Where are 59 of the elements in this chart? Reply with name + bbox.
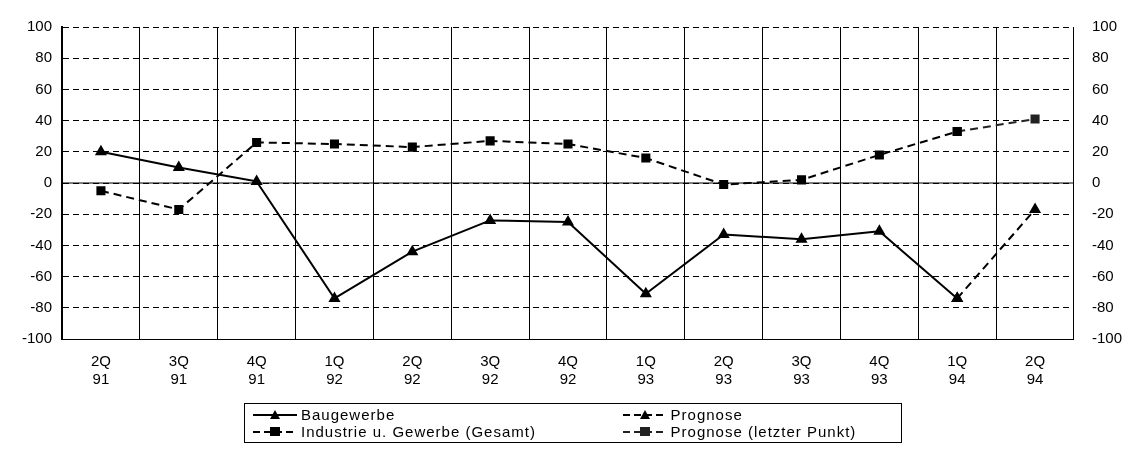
point xyxy=(640,287,652,298)
x-tick-label: 2Q 94 xyxy=(1025,352,1046,388)
point xyxy=(329,139,340,149)
x-tick-label: 1Q 92 xyxy=(324,352,345,388)
y-tick-label: 40 xyxy=(35,110,53,128)
x-tick-label: 1Q 93 xyxy=(635,352,656,388)
y2-tick-label: 60 xyxy=(1091,79,1109,97)
point xyxy=(329,292,340,302)
legend-label: Industrie u. Gewerbe (Gesamt) xyxy=(301,423,536,440)
y-tick-label: -100 xyxy=(21,329,53,347)
x-tick-label: 2Q 91 xyxy=(90,352,111,388)
y2-tick-label: -20 xyxy=(1091,204,1114,222)
point xyxy=(96,186,106,196)
x-tick-label: 3Q 91 xyxy=(168,352,189,388)
point xyxy=(485,136,495,146)
point xyxy=(407,142,417,152)
y2-tick-label: 100 xyxy=(1091,17,1118,35)
point xyxy=(174,204,184,215)
point xyxy=(173,161,185,171)
y2-tick-label: -60 xyxy=(1091,266,1114,284)
y2-tick-label: -40 xyxy=(1091,235,1114,253)
point xyxy=(484,214,496,224)
y-tick-label: -60 xyxy=(30,266,53,284)
x-tick-label: 2Q 93 xyxy=(713,352,734,388)
x-tick-label: 4Q 93 xyxy=(869,352,890,388)
y2-tick-label: 20 xyxy=(1091,141,1109,159)
y2-tick-label: 80 xyxy=(1091,48,1109,66)
x-tick-label: 4Q 91 xyxy=(246,352,267,388)
point xyxy=(874,225,885,235)
y2-tick-label: -80 xyxy=(1091,297,1114,315)
point xyxy=(718,228,730,238)
y2-tick-label: 40 xyxy=(1091,110,1109,128)
legend-label: Prognose (letzter Punkt) xyxy=(670,423,857,440)
x-tick-label: 4Q 92 xyxy=(557,352,579,388)
x-tick-label: 2Q 92 xyxy=(402,352,423,388)
point xyxy=(796,233,807,243)
y-tick-label: 60 xyxy=(35,79,53,97)
y-tick-label: 20 xyxy=(35,141,53,159)
point xyxy=(874,150,884,160)
y-tick-label: -80 xyxy=(30,297,53,315)
point xyxy=(95,145,107,156)
point xyxy=(641,153,651,163)
x-tick-label: 3Q 93 xyxy=(791,352,812,388)
y-tick-label: 100 xyxy=(26,17,53,35)
point xyxy=(252,137,262,147)
y-tick-label: -40 xyxy=(30,235,53,253)
x-tick-label: 1Q 94 xyxy=(947,352,968,388)
point xyxy=(1030,114,1040,124)
x-tick-label: 3Q 92 xyxy=(480,352,501,388)
y2-tick-label: 0 xyxy=(1091,173,1101,191)
y-tick-label: 80 xyxy=(35,48,53,66)
point xyxy=(562,216,574,226)
y-tick-label: 0 xyxy=(43,173,53,191)
legend-label: Prognose xyxy=(670,406,743,423)
point xyxy=(563,139,573,149)
y2-tick-label: -100 xyxy=(1091,329,1123,347)
y-tick-label: -20 xyxy=(30,204,53,222)
point xyxy=(406,245,418,256)
legend-label: Baugewerbe xyxy=(301,406,396,423)
